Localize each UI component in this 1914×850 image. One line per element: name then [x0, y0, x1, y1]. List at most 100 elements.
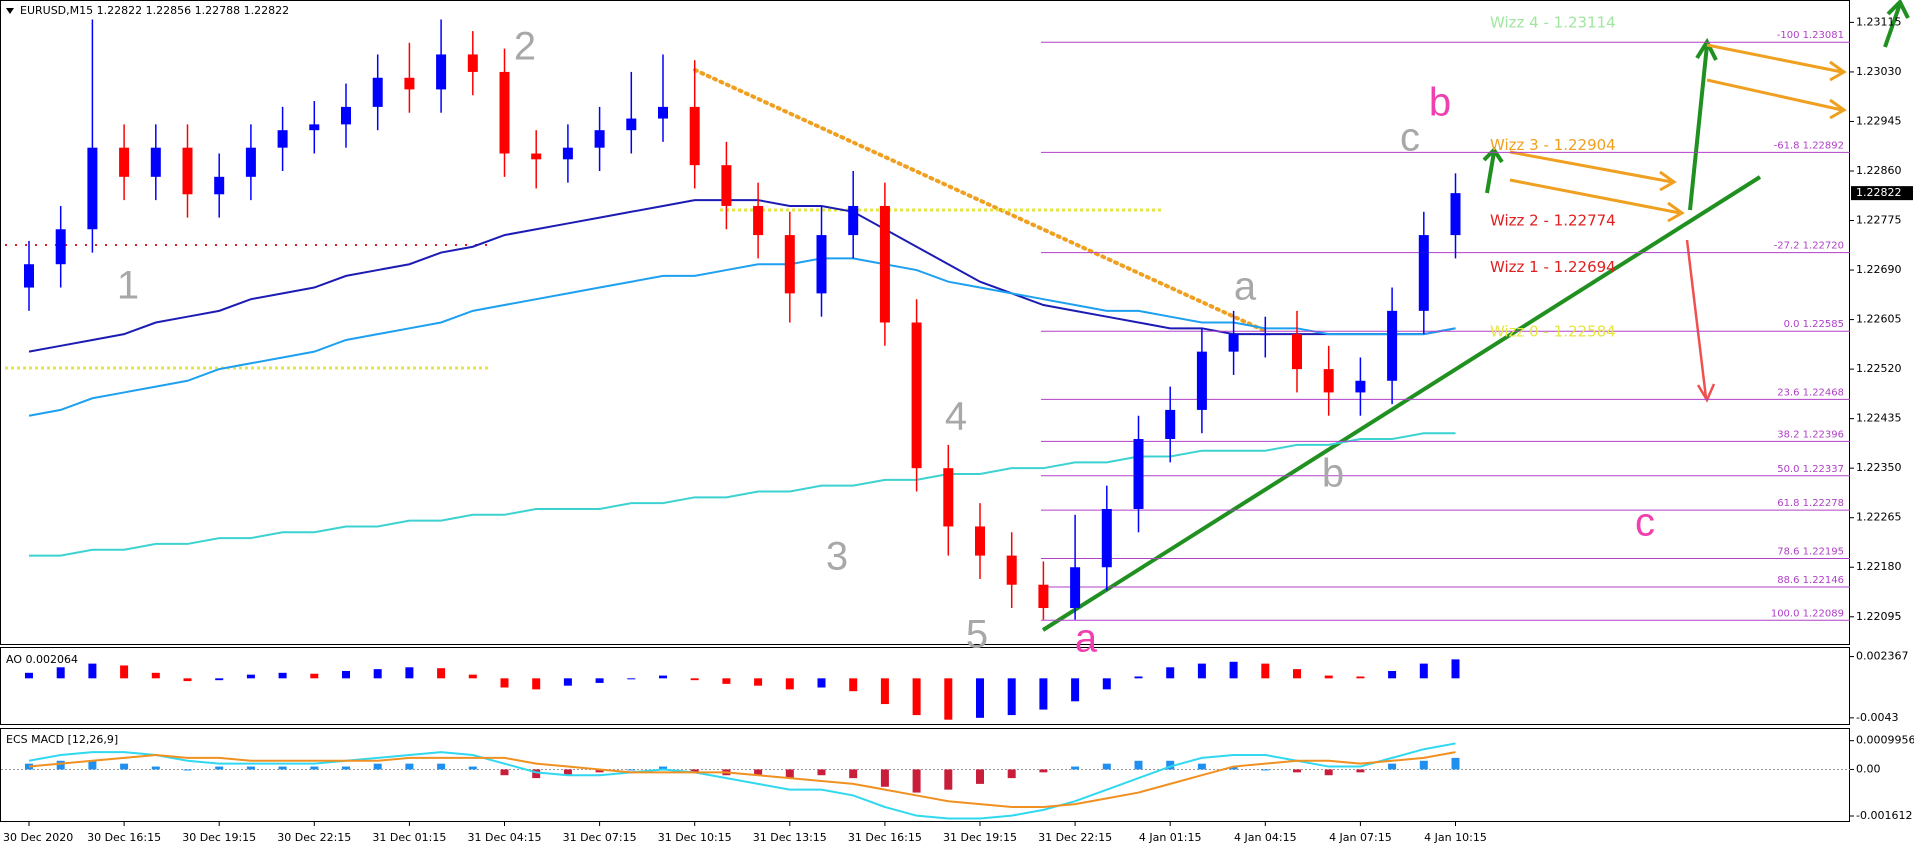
ao-bar	[120, 665, 129, 679]
ao-bar	[246, 674, 255, 679]
x-tick-label: 30 Dec 22:15	[277, 831, 351, 844]
ao-bar	[405, 667, 414, 679]
candle-body	[87, 147, 98, 230]
fib-label: 23.6 1.22468	[1777, 387, 1844, 398]
main-frame	[0, 0, 1850, 645]
ao-bar	[342, 670, 350, 679]
fib-label: 61.8 1.22278	[1777, 498, 1844, 509]
macd-bar	[1166, 760, 1175, 770]
orange-arrows	[1509, 43, 1847, 223]
macd-bar	[120, 763, 129, 770]
ao-bar	[595, 678, 604, 683]
ao-bar	[659, 675, 667, 679]
x-tick-label: 30 Dec 16:15	[87, 831, 161, 844]
fib-label: 50.0 1.22337	[1777, 464, 1844, 475]
y-tick-label: 0.0009956	[1856, 734, 1914, 747]
x-tick-label: 31 Dec 16:15	[848, 831, 922, 844]
candle-body	[1228, 334, 1239, 352]
candle-body	[911, 322, 922, 469]
macd-bar	[373, 763, 382, 770]
ao-frame	[0, 647, 1850, 725]
macd-bar	[1102, 763, 1111, 770]
ao-bar	[500, 678, 509, 688]
x-tick-label: 4 Jan 04:15	[1234, 831, 1297, 844]
x-tick-label: 31 Dec 01:15	[372, 831, 446, 844]
candle-body	[245, 147, 256, 177]
wizz-label: Wizz 2 - 1.22774	[1490, 212, 1616, 230]
wave-label: 4	[945, 395, 967, 439]
ao-bar	[1071, 678, 1080, 702]
wave-label: 5	[966, 613, 988, 657]
candle-body	[753, 205, 764, 236]
wave-label: 3	[826, 535, 848, 579]
candle-body	[848, 205, 859, 236]
price-tag: 1.22822	[1856, 186, 1902, 199]
candle-body	[594, 130, 605, 148]
macd-bar	[310, 766, 319, 770]
y-tick-label: 1.22095	[1856, 610, 1902, 623]
ao-bar	[976, 678, 984, 718]
y-tick-label: 1.22350	[1856, 461, 1902, 474]
candle-body	[1006, 555, 1017, 585]
x-tick-label: 31 Dec 10:15	[658, 831, 732, 844]
macd-bar	[1388, 763, 1397, 770]
y-tick-label: -0.0043	[1856, 711, 1898, 724]
indicator-line	[28, 751, 1456, 808]
candle-body	[689, 106, 700, 166]
ao-bar	[1356, 676, 1365, 679]
wave-label: 1	[117, 264, 139, 308]
candle-body	[182, 147, 193, 195]
ao-bar	[690, 678, 699, 681]
wave-label: a	[1234, 265, 1257, 309]
candle-body	[658, 106, 668, 119]
macd-bar	[1007, 769, 1016, 779]
y-tick-label: 1.22180	[1856, 560, 1902, 573]
candle-body	[214, 176, 225, 195]
indicator-line	[28, 742, 1456, 820]
macd-bar	[912, 769, 921, 793]
macd-bar	[437, 763, 446, 770]
y-tick-label: 1.22775	[1856, 214, 1902, 227]
price-tag-box	[1851, 186, 1913, 201]
candle-body	[1165, 409, 1176, 440]
ao-bar	[1261, 663, 1270, 679]
ao-bar	[437, 668, 446, 679]
macd-bar	[880, 769, 889, 787]
candle-body	[1133, 439, 1144, 509]
macd-bar	[468, 766, 477, 770]
candle-body	[1323, 369, 1334, 393]
candle-body	[943, 468, 954, 527]
x-tick-label: 30 Dec 2020	[3, 831, 73, 844]
macd-bar	[56, 760, 65, 770]
candle-body	[816, 235, 827, 294]
y-tick-label: 0.002367	[1856, 650, 1909, 663]
macd-bar	[627, 769, 636, 771]
indicator-line	[28, 257, 1456, 417]
wizz-label: Wizz 1 - 1.22694	[1490, 258, 1616, 276]
wave-label: c	[1635, 501, 1655, 545]
indicator-line	[29, 432, 1456, 557]
ao-bar	[849, 678, 858, 692]
macd-bar	[1261, 769, 1270, 771]
ao-bar	[817, 678, 826, 688]
macd-bar	[849, 769, 858, 779]
candle-body	[1387, 310, 1398, 381]
ao-bar	[468, 674, 477, 679]
macd-bar	[754, 769, 763, 776]
x-tick-label: 31 Dec 19:15	[943, 831, 1017, 844]
x-tick-label: 31 Dec 13:15	[753, 831, 827, 844]
candle-body	[309, 124, 320, 131]
candle-body	[1450, 193, 1461, 236]
ao-bar	[1229, 661, 1238, 679]
candle-body	[1101, 508, 1112, 568]
macd-bar	[1039, 769, 1048, 773]
wave-label: 2	[514, 25, 536, 69]
macd-bar	[1356, 769, 1365, 773]
ao-bar	[310, 673, 319, 679]
candle-body	[436, 54, 447, 90]
ao-bar	[88, 663, 97, 679]
fib-label: -61.8 1.22892	[1774, 140, 1844, 151]
red-arrow	[1685, 239, 1716, 403]
